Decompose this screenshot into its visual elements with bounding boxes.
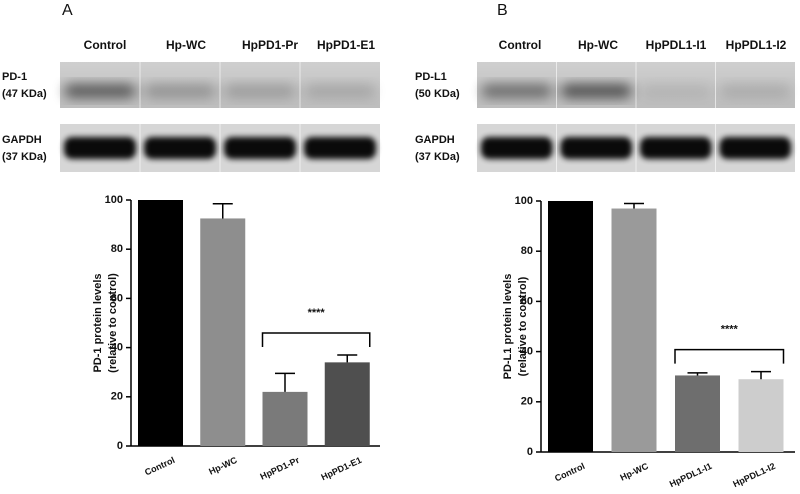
blot-band [224, 84, 296, 98]
y-tick-label: 100 [515, 195, 533, 207]
y-tick-label: 60 [111, 292, 123, 304]
bar [675, 375, 720, 452]
y-tick-label: 20 [111, 391, 123, 403]
bar [138, 200, 183, 446]
lane-label: Hp-WC [166, 38, 206, 52]
bar [262, 391, 308, 446]
x-tick-label: Control [143, 455, 176, 478]
panel-label: A [62, 2, 73, 19]
x-tick-label: Control [553, 461, 586, 484]
error-bar [275, 372, 295, 392]
x-tick-label: HpPDL1-I2 [731, 461, 776, 489]
x-tick-label: HpPDL1-I1 [668, 461, 713, 489]
y-tick-label: 80 [111, 243, 123, 255]
lane-label: HpPD1-E1 [317, 38, 375, 52]
blot-band [560, 84, 633, 98]
blot-band [304, 84, 376, 98]
y-tick-label: 0 [527, 446, 533, 458]
blot-band [480, 137, 553, 159]
significance-label: **** [308, 307, 326, 319]
bar [738, 379, 784, 452]
y-tick-label: 20 [521, 396, 533, 408]
x-tick-label: Hp-WC [618, 461, 650, 483]
bar [324, 362, 370, 446]
y-axis-label: (relative to control) [107, 273, 119, 373]
lane-label: Control [499, 38, 542, 52]
error-bar [337, 354, 358, 363]
y-tick-label: 100 [105, 194, 123, 206]
x-tick-label: HpPD1-Pr [259, 455, 302, 482]
blot-band [304, 137, 376, 159]
blot-band [144, 84, 216, 98]
row-label: PD-L1 [415, 71, 447, 83]
blot-band [144, 137, 216, 159]
y-axis-label: PD-1 protein levels [92, 273, 104, 372]
y-axis-label: PD-L1 protein levels [502, 274, 514, 380]
blot-band [64, 137, 136, 159]
error-bar [751, 370, 771, 380]
blot-band [639, 84, 712, 98]
y-tick-label: 0 [117, 440, 123, 452]
row-label: (50 KDa) [415, 88, 460, 100]
x-tick-label: HpPD1-E1 [319, 455, 363, 482]
panel-label: B [497, 2, 508, 19]
blot-band [719, 84, 792, 98]
blot-band [639, 137, 712, 159]
error-bar [687, 372, 708, 376]
row-label: (47 KDa) [2, 88, 47, 100]
blot-band [64, 84, 136, 98]
y-tick-label: 40 [111, 342, 123, 354]
y-tick-label: 40 [521, 346, 533, 358]
lane-label: Control [84, 38, 127, 52]
bar [200, 218, 246, 446]
row-label: (37 KDa) [2, 151, 47, 163]
significance-label: **** [721, 324, 739, 336]
lane-label: Hp-WC [578, 38, 618, 52]
x-tick-label: Hp-WC [207, 455, 239, 477]
lane-label: HpPDL1-I2 [726, 38, 787, 52]
y-tick-label: 80 [521, 245, 533, 257]
significance-bracket [674, 348, 785, 364]
row-label: GAPDH [2, 134, 42, 146]
bar [611, 208, 657, 452]
lane-label: HpPD1-Pr [242, 38, 298, 52]
blot-band [480, 84, 553, 98]
error-bar [624, 202, 644, 209]
row-label: GAPDH [415, 134, 455, 146]
blot-band [560, 137, 633, 159]
blot-band [224, 137, 296, 159]
lane-label: HpPDL1-I1 [646, 38, 707, 52]
row-label: (37 KDa) [415, 151, 460, 163]
bar [548, 201, 593, 452]
error-bar [212, 202, 233, 219]
y-axis-label: (relative to control) [517, 276, 529, 376]
significance-bracket [261, 332, 371, 347]
y-tick-label: 60 [521, 295, 533, 307]
blot-band [719, 137, 792, 159]
row-label: PD-1 [2, 71, 27, 83]
